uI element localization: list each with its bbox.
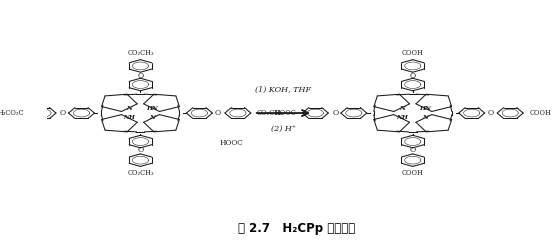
Text: O: O (410, 147, 416, 155)
Text: O: O (137, 72, 143, 80)
Text: O: O (137, 147, 143, 155)
Text: O: O (332, 109, 338, 117)
Text: HOOC: HOOC (275, 109, 296, 117)
Text: O: O (487, 109, 493, 117)
Text: HN: HN (146, 106, 158, 111)
Text: CO₂CH₃: CO₂CH₃ (127, 49, 153, 57)
Text: O: O (215, 109, 221, 117)
Text: NH: NH (124, 115, 135, 120)
Text: O: O (60, 109, 66, 117)
Text: NH: NH (396, 115, 408, 120)
Text: N: N (126, 106, 132, 111)
Text: HN: HN (419, 106, 430, 111)
Text: O: O (410, 72, 416, 80)
Text: CO₂CH₃: CO₂CH₃ (257, 109, 283, 117)
Text: CO₂CH₃: CO₂CH₃ (127, 169, 153, 177)
Text: COOH: COOH (402, 169, 424, 177)
Text: 图 2.7   H₂CPp 合成路线: 图 2.7 H₂CPp 合成路线 (238, 222, 355, 235)
Text: (2) H⁺: (2) H⁺ (271, 125, 296, 133)
Text: (1) KOH, THF: (1) KOH, THF (255, 86, 311, 94)
Text: N: N (150, 115, 155, 120)
Text: HOOC: HOOC (219, 139, 243, 147)
Text: N: N (399, 106, 404, 111)
Text: COOH: COOH (529, 109, 551, 117)
Text: COOH: COOH (402, 49, 424, 57)
Text: H₃CO₂C: H₃CO₂C (0, 109, 24, 117)
Text: N: N (422, 115, 428, 120)
